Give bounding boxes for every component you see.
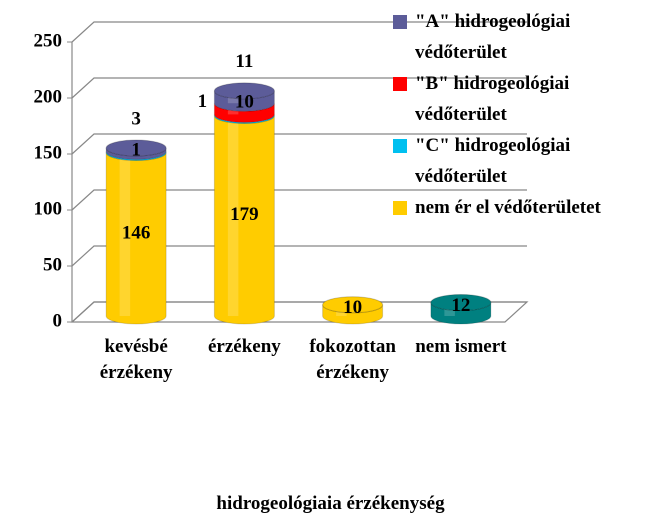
value-label: 1 — [198, 91, 208, 112]
y-tick-label: 100 — [34, 198, 63, 219]
bar-shine — [119, 152, 131, 316]
bar-top — [105, 139, 167, 157]
legend: "A" hidrogeológiai védőterület "B" hidrog… — [393, 6, 661, 223]
value-label: 10 — [235, 92, 254, 113]
grid-line — [71, 301, 527, 323]
value-label: 11 — [235, 51, 253, 72]
legend-item: "A" hidrogeológiai védőterület — [393, 6, 661, 68]
value-label: 12 — [451, 295, 470, 316]
legend-label: "B" hidrogeológiai védőterület — [415, 73, 570, 125]
legend-swatch — [393, 15, 407, 29]
y-tick-label: 150 — [34, 142, 63, 163]
bar-top — [213, 82, 275, 100]
bar-top — [322, 296, 384, 314]
legend-label: "A" hidrogeológiai védőterület — [415, 11, 571, 63]
value-label: 10 — [343, 297, 362, 318]
grid-line — [71, 133, 527, 155]
y-tick-label: 250 — [34, 30, 63, 51]
legend-label: nem ér el védőterületet — [415, 197, 601, 218]
legend-swatch — [393, 139, 407, 153]
grid-line — [71, 245, 527, 267]
y-tick-label: 50 — [43, 254, 62, 275]
value-label: 179 — [230, 204, 259, 225]
value-label: 146 — [122, 223, 151, 244]
x-tick-label: kevésbé érzékeny — [99, 336, 173, 383]
legend-swatch — [393, 77, 407, 91]
legend-item: "C" hidrogeológiai védőterület — [393, 130, 661, 192]
y-tick-label: 200 — [34, 86, 63, 107]
x-tick-label: nem ismert — [415, 336, 507, 357]
legend-label: "C" hidrogeológiai védőterület — [415, 135, 571, 187]
grid-line — [71, 77, 527, 99]
grid-line — [71, 189, 527, 211]
x-tick-label: érzékeny — [207, 336, 281, 357]
bar-top — [430, 294, 492, 312]
bar-shine — [227, 115, 239, 317]
legend-swatch — [393, 201, 407, 215]
legend-item: nem ér el védőterületet — [393, 192, 661, 223]
grid-line — [71, 21, 527, 43]
legend-item: "B" hidrogeológiai védőterület — [393, 68, 661, 130]
value-label: 1 — [131, 140, 141, 161]
y-tick-label: 0 — [53, 310, 63, 331]
x-tick-label: fokozottan érzékeny — [309, 336, 396, 383]
value-label: 3 — [131, 108, 141, 129]
x-axis-title: hidrogeológiaia érzékenység — [216, 493, 445, 514]
